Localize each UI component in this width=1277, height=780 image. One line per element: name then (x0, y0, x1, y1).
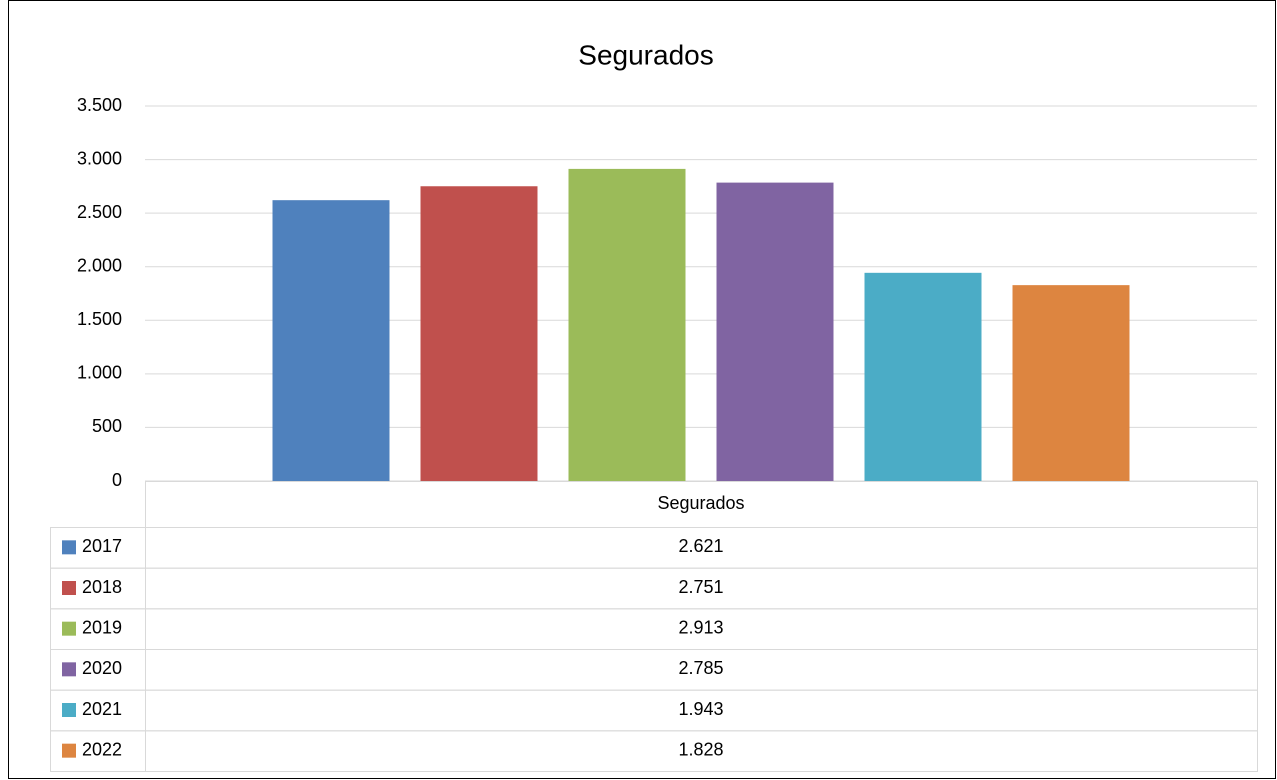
bar (1012, 285, 1130, 481)
legend-label: 2018 (82, 577, 122, 597)
bar (864, 272, 982, 481)
y-tick-label: 2.000 (77, 255, 122, 275)
bar (420, 186, 538, 481)
bar (272, 200, 390, 481)
y-tick-label: 500 (92, 416, 122, 436)
bar (568, 168, 686, 481)
y-tick-label: 1.000 (77, 363, 122, 383)
legend-key (62, 703, 76, 717)
legend-key (62, 581, 76, 595)
legend-label: 2017 (82, 536, 122, 556)
y-tick-label: 3.000 (77, 148, 122, 168)
y-tick-label: 1.500 (77, 309, 122, 329)
y-tick-label: 3.500 (77, 95, 122, 115)
data-label: 2.751 (678, 577, 723, 597)
y-tick-label: 0 (112, 470, 122, 490)
legend-label: 2022 (82, 739, 122, 759)
bar (716, 182, 834, 481)
legend-label: 2019 (82, 617, 122, 637)
legend-label: 2020 (82, 658, 122, 678)
table-cell (145, 730, 1258, 772)
data-label: 2.785 (678, 658, 723, 678)
data-label: 2.913 (678, 617, 723, 637)
legend-key (62, 662, 76, 677)
x-tick-label: Segurados (657, 493, 744, 513)
legend-key (62, 621, 76, 636)
data-label: 2.621 (678, 536, 723, 556)
chart-title: Segurados (578, 39, 713, 70)
legend-label: 2021 (82, 699, 122, 719)
legend-key (62, 540, 76, 555)
y-tick-label: 2.500 (77, 202, 122, 222)
data-label: 1.943 (678, 699, 723, 719)
legend-key (62, 743, 76, 758)
data-label: 1.828 (678, 739, 723, 759)
